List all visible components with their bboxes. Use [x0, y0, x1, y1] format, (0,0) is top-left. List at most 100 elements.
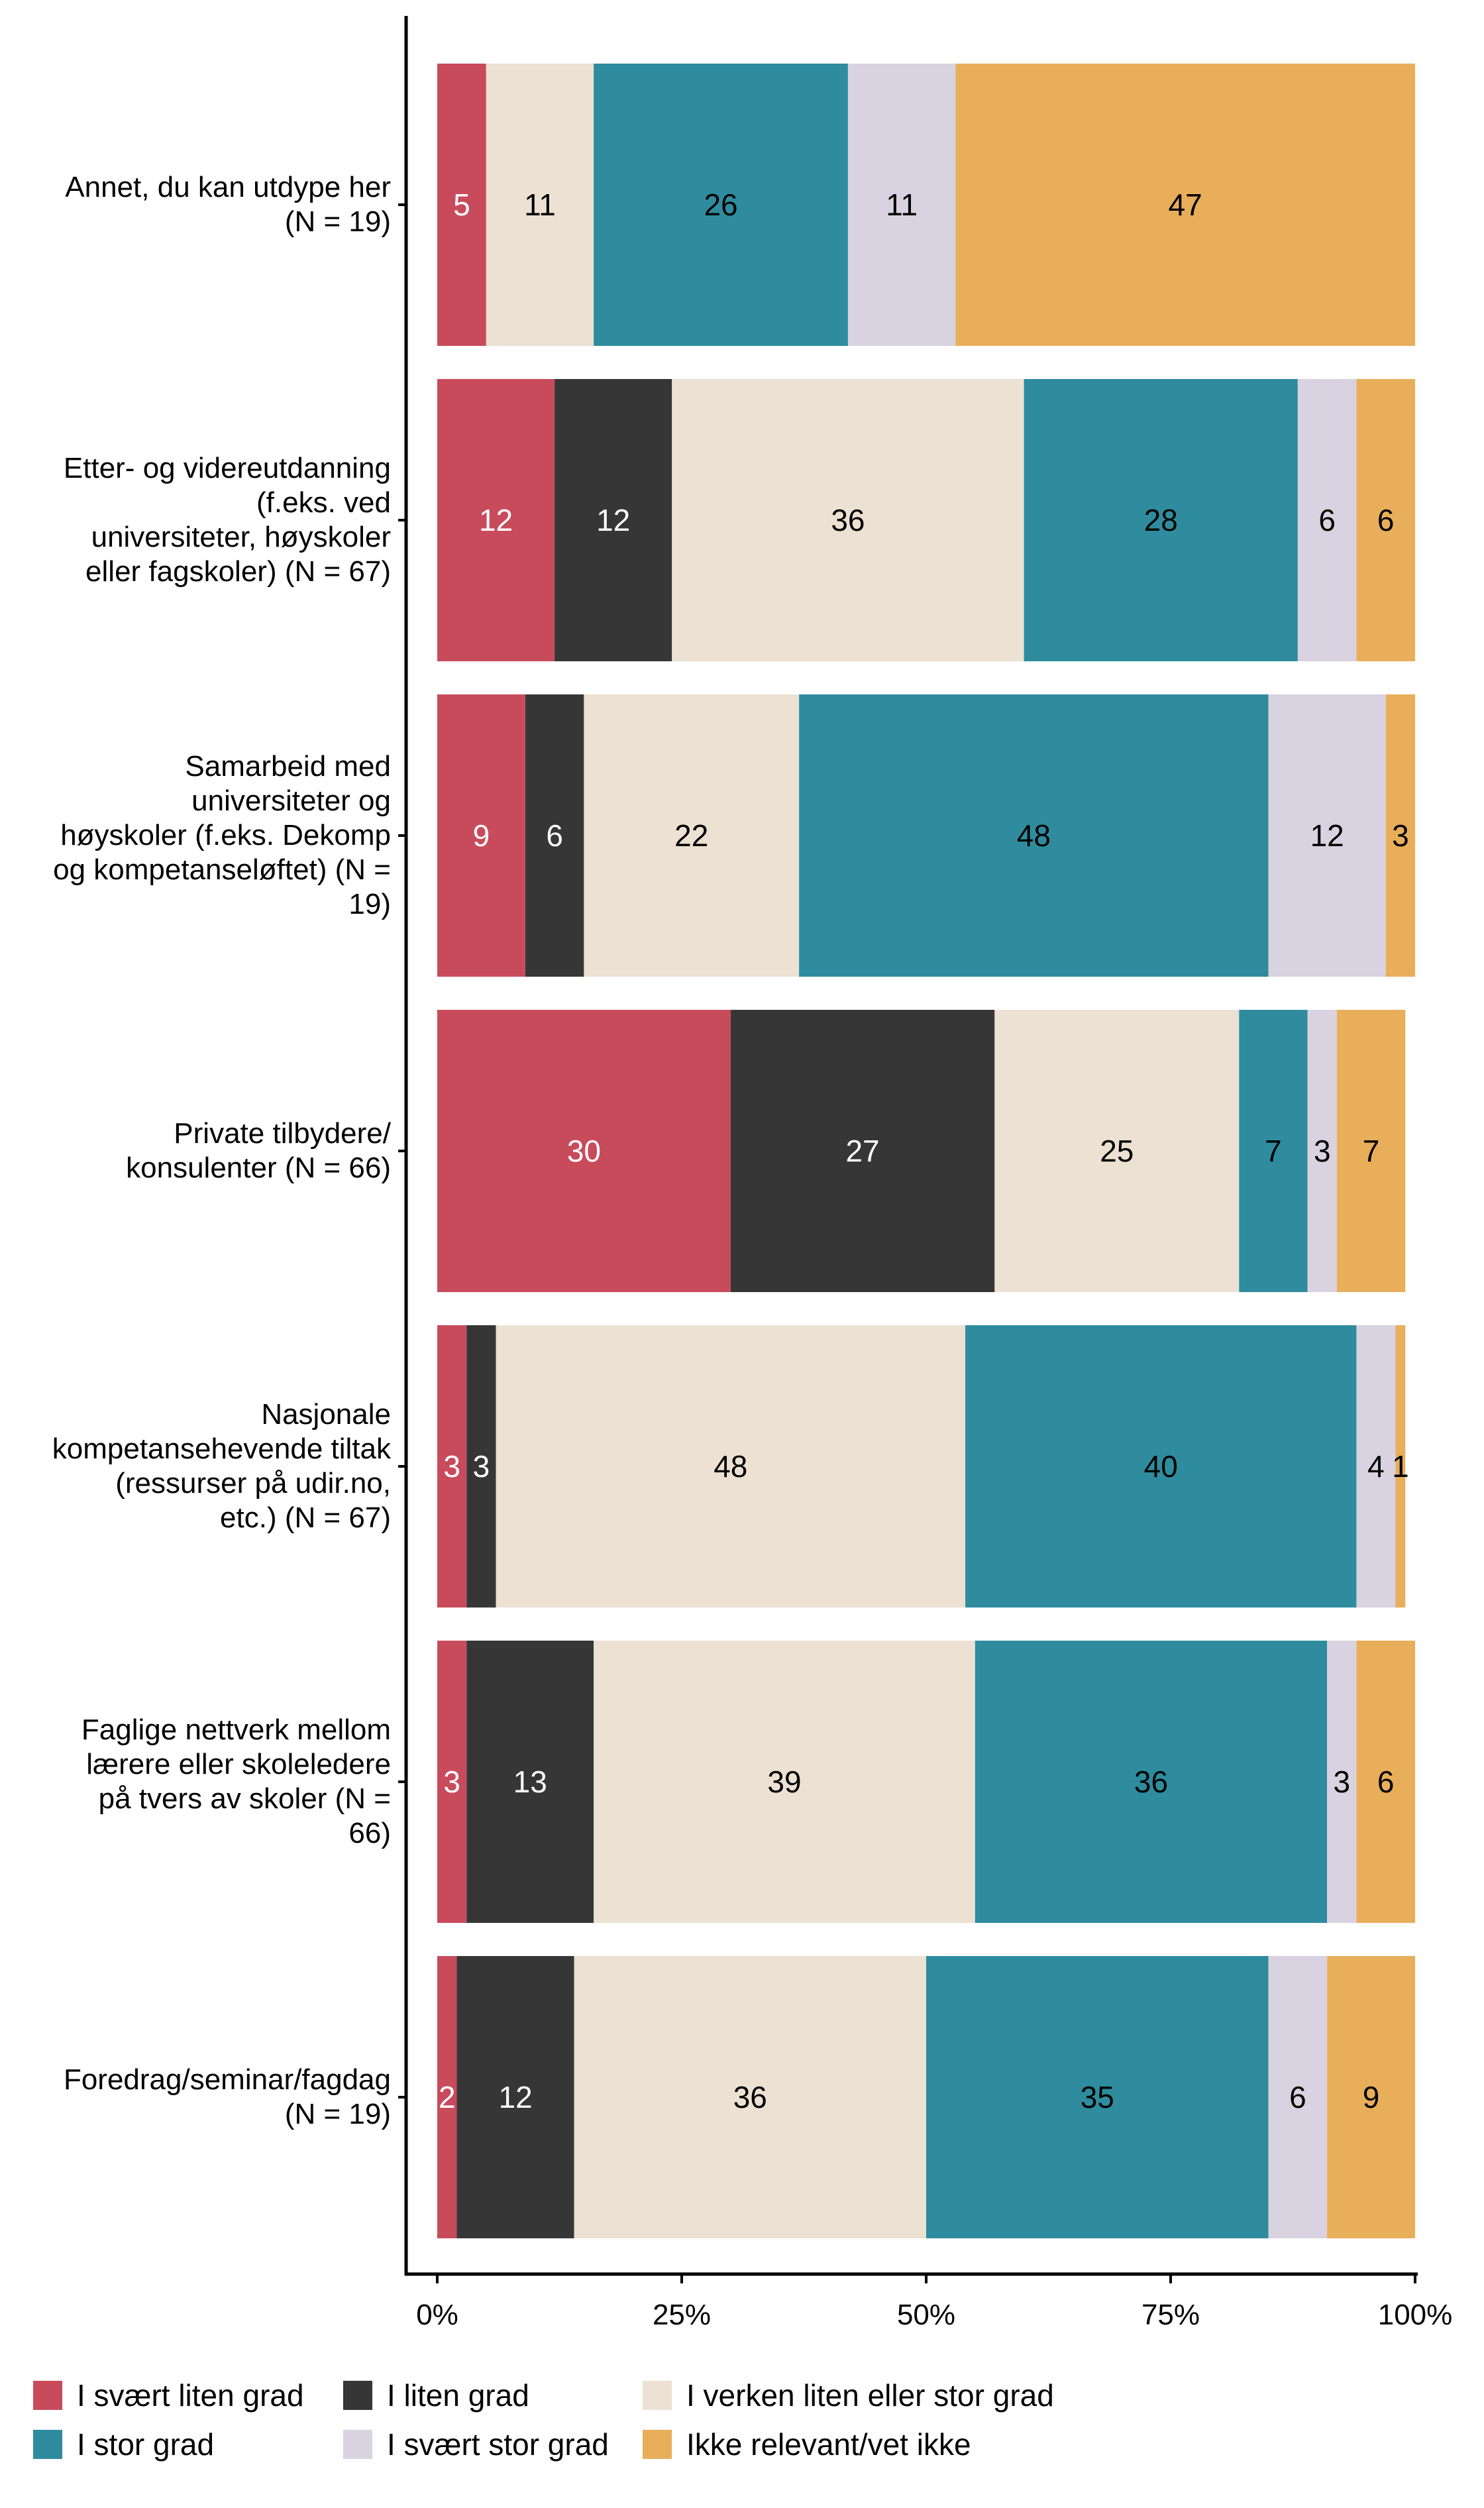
bar-segment — [486, 64, 594, 346]
y-axis-label: Nasjonale kompetansehevende tiltak (ressur… — [0, 1397, 391, 1535]
bar-value-label: 2 — [439, 2080, 456, 2114]
bar-segment — [965, 1325, 1357, 1608]
bar-segment — [1356, 379, 1415, 661]
bar-segment — [584, 694, 800, 977]
bar-segment — [1268, 694, 1386, 977]
bar-value-label: 12 — [498, 2080, 532, 2114]
bar-segment — [437, 1956, 457, 2238]
legend-label: I verken liten eller stor grad — [686, 2378, 1054, 2413]
bar-value-label: 5 — [453, 188, 470, 222]
legend-label: I stor grad — [77, 2427, 215, 2462]
legend-label: I liten grad — [387, 2378, 529, 2413]
bar-segment — [437, 1010, 731, 1292]
bar-value-label: 3 — [1392, 818, 1409, 853]
legend-label: I svært stor grad — [387, 2427, 609, 2462]
legend-item-svaert-liten: I svært liten grad — [33, 2375, 304, 2415]
bar-value-label: 12 — [1310, 818, 1344, 853]
x-tick-label: 50% — [897, 2299, 955, 2331]
bar-segment — [1395, 1325, 1406, 1608]
y-axis-label-line: (N = 19) — [284, 205, 391, 238]
bar-segment — [594, 1641, 975, 1923]
bar-segment — [1356, 1325, 1396, 1608]
bar-value-label: 6 — [1318, 503, 1336, 537]
bar-row: 30 27 25 7 3 7 — [437, 1010, 1406, 1292]
bar-value-label: 6 — [1289, 2080, 1306, 2114]
bar-value-label: 28 — [1144, 503, 1178, 537]
bar-segment — [672, 379, 1024, 661]
bar-row: 5 11 26 11 47 — [437, 64, 1415, 346]
bar-segment — [1307, 1010, 1337, 1292]
bar-value-label: 39 — [767, 1765, 801, 1799]
bar-value-label: 40 — [1144, 1449, 1178, 1484]
bar-segment — [437, 64, 486, 346]
bar-segment — [994, 1010, 1240, 1292]
bar-value-label: 27 — [845, 1134, 879, 1168]
bar-value-label: 6 — [1377, 503, 1395, 537]
bar-value-label: 6 — [546, 818, 563, 853]
bar-segment — [496, 1325, 966, 1608]
y-axis-label-line: Private tilbydere/ — [174, 1117, 391, 1150]
x-tick-label: 75% — [1141, 2299, 1200, 2331]
y-axis-label-line: (N = 19) — [284, 2098, 391, 2130]
bar-value-label: 1 — [1392, 1449, 1409, 1484]
y-axis-label-line: 19) — [348, 888, 391, 920]
bar-segment — [1239, 1010, 1308, 1292]
bar-segment — [955, 64, 1415, 346]
bar-segment — [1327, 1956, 1415, 2238]
bar-value-label: 12 — [596, 503, 630, 537]
y-axis-label: Faglige nettverk mellom lærere eller skol… — [0, 1713, 391, 1851]
legend-item-verken: I verken liten eller stor grad — [643, 2375, 1054, 2415]
y-axis-label-line: universiteter, høyskoler — [91, 521, 391, 553]
bar-value-label: 12 — [479, 503, 513, 537]
bar-value-label: 7 — [1363, 1134, 1380, 1168]
bar-value-label: 25 — [1100, 1134, 1134, 1168]
legend-swatch — [33, 2430, 62, 2459]
bar-segment — [1327, 1641, 1357, 1923]
legend-item-stor: I stor grad — [33, 2425, 214, 2464]
y-axis-label-line: (f.eks. ved — [256, 486, 391, 519]
y-axis-label-line: Etter- og videreutdanning — [63, 452, 391, 484]
bar-segment — [1024, 379, 1298, 661]
bar-value-label: 48 — [1017, 818, 1051, 853]
y-axis-label: Foredrag/seminar/fagdag (N = 19) — [0, 2063, 391, 2132]
y-axis-label: Samarbeid med universiteter og høyskoler (… — [0, 749, 391, 922]
bar-row: 12 12 36 28 6 6 — [437, 379, 1415, 661]
bar-value-label: 47 — [1169, 188, 1202, 222]
legend-item-ikke-relevant: Ikke relevant/vet ikke — [643, 2425, 971, 2464]
bar-segment — [437, 694, 525, 977]
y-axis-label-line: på tvers av skoler (N = — [98, 1782, 391, 1815]
bar-value-label: 36 — [733, 2080, 767, 2114]
y-axis-label-line: Faglige nettverk mellom — [81, 1714, 391, 1746]
bar-segment — [1297, 379, 1357, 661]
bar-value-label: 7 — [1265, 1134, 1282, 1168]
bar-value-label: 6 — [1377, 1765, 1395, 1799]
y-axis-label-line: universiteter og — [191, 785, 391, 817]
bar-segment — [525, 694, 584, 977]
y-axis-label-line: konsulenter (N = 66) — [126, 1152, 391, 1184]
y-axis-label-line: høyskoler (f.eks. Dekomp — [60, 819, 391, 851]
legend-item-liten: I liten grad — [343, 2375, 529, 2415]
y-axis-label-line: eller fagskoler) (N = 67) — [85, 555, 391, 588]
bar-value-label: 22 — [674, 818, 708, 853]
bar-row: 9 6 22 48 12 3 — [437, 694, 1415, 977]
y-axis-label-line: etc.) (N = 67) — [220, 1501, 391, 1534]
bar-value-label: 13 — [513, 1765, 547, 1799]
bar-value-label: 11 — [886, 188, 918, 222]
y-axis-label-line: kompetansehevende tiltak — [52, 1433, 391, 1465]
y-axis-label-line: Nasjonale — [261, 1398, 391, 1431]
bar-value-label: 3 — [443, 1449, 460, 1484]
bar-row: 2 12 36 35 6 9 — [437, 1956, 1415, 2238]
legend-swatch — [643, 2381, 672, 2410]
bar-segment — [1356, 1641, 1415, 1923]
y-axis-label-line: Samarbeid med — [185, 750, 391, 783]
bar-segment — [1336, 1010, 1406, 1292]
bar-row: 3 3 48 40 4 1 — [437, 1325, 1409, 1608]
bar-segment — [730, 1010, 995, 1292]
bar-segment — [1268, 1956, 1328, 2238]
bar-segment — [555, 379, 672, 661]
bar-segment — [574, 1956, 926, 2238]
y-axis-label: Etter- og videreutdanning (f.eks. ved univ… — [0, 451, 391, 589]
legend-item-svaert-stor: I svært stor grad — [343, 2425, 609, 2464]
